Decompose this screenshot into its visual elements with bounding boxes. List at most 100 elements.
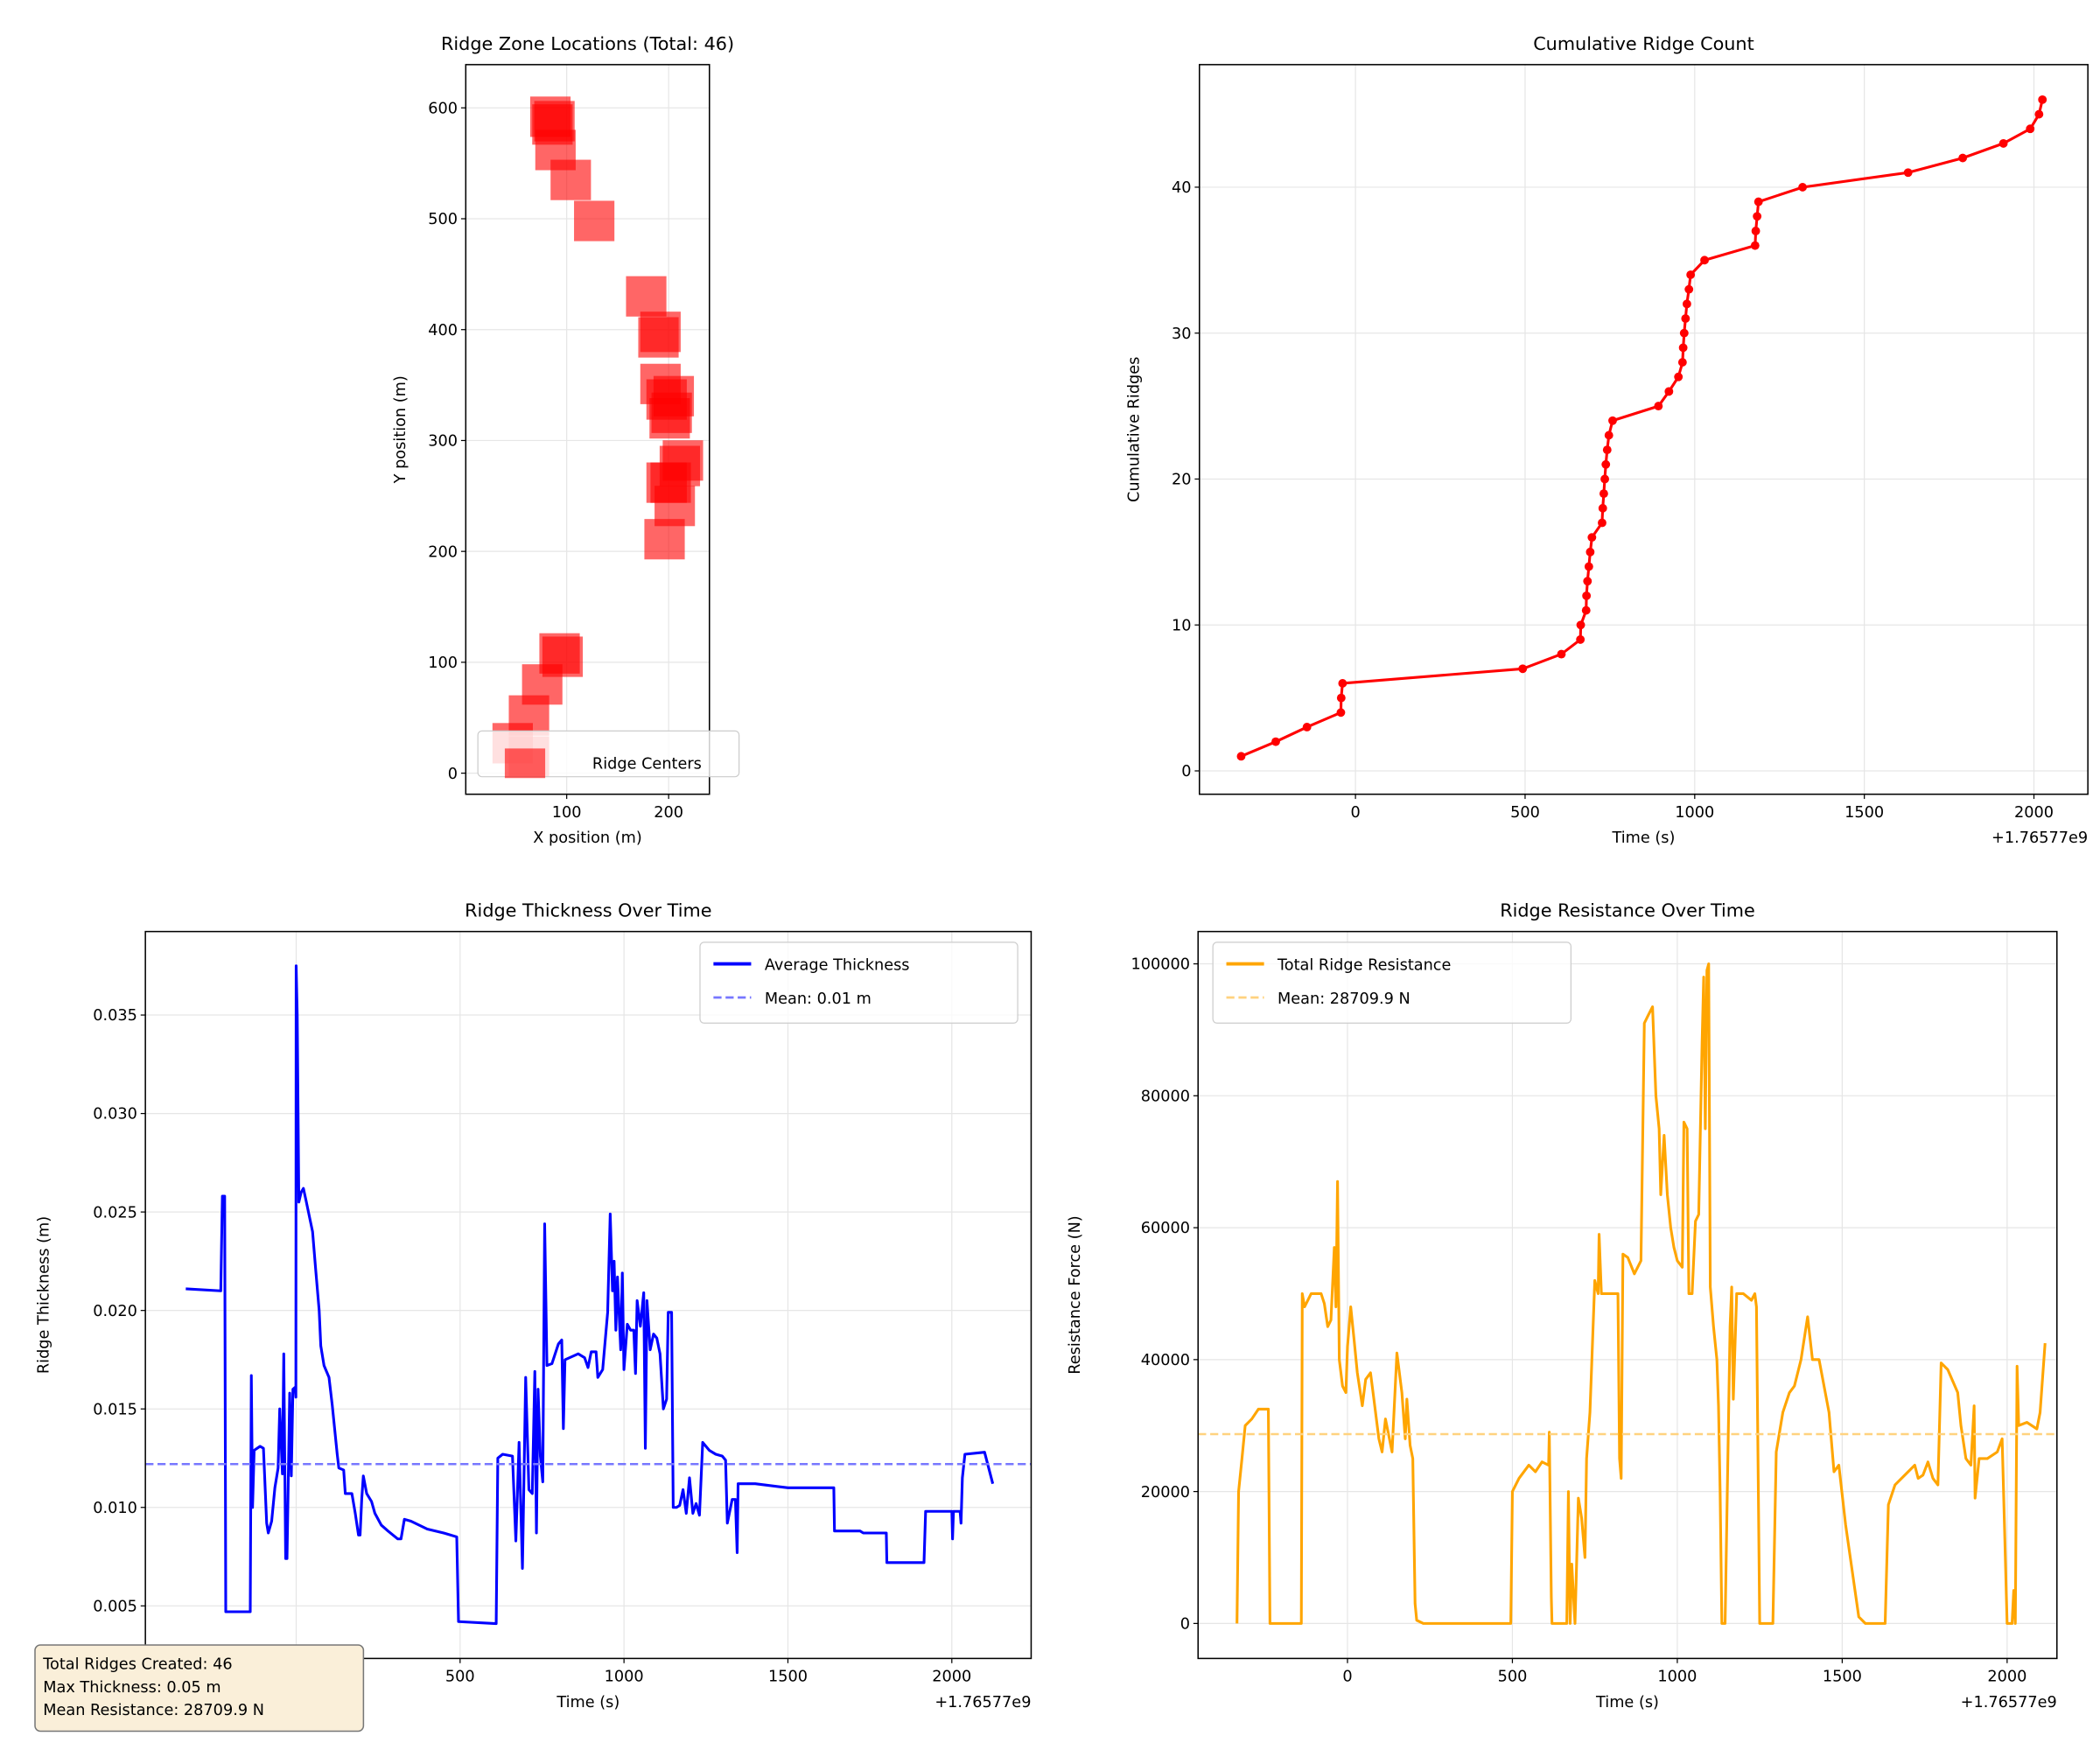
y-tick-label: 0.030 <box>93 1106 137 1124</box>
chart-0: 100 200 0 100 200 300 400 500 600 Ridge Zone Loca… <box>392 33 740 847</box>
x-tick-label: 0 <box>1342 1669 1352 1686</box>
data-point <box>1336 708 1346 718</box>
data-point <box>1608 416 1617 425</box>
data-point <box>1587 533 1597 542</box>
data-point <box>1599 489 1608 499</box>
data-point <box>1750 241 1760 250</box>
y-tick-label: 40000 <box>1141 1352 1190 1369</box>
data-point <box>1754 197 1763 206</box>
data-point <box>1654 402 1663 411</box>
x-tick-label: 200 <box>654 804 683 822</box>
plot-area <box>492 96 704 777</box>
y-tick-label: 0.025 <box>93 1204 137 1222</box>
ridge-center-point <box>644 519 685 560</box>
y-tick-label: 0.010 <box>93 1500 137 1517</box>
plot-area <box>1198 962 2057 1625</box>
y-tick-label: 400 <box>428 322 458 340</box>
chart-title: Cumulative Ridge Count <box>1533 33 1754 54</box>
chart-3: 0 500 1000 1500 2000020000400006000080000100… <box>1067 900 2058 1712</box>
axes-frame <box>144 930 1032 1660</box>
ridge-center-point <box>626 276 667 317</box>
chart-title: Ridge Thickness Over Time <box>465 900 711 921</box>
x-tick-label: 500 <box>445 1669 475 1686</box>
data-point <box>1598 503 1607 513</box>
data-point <box>1677 358 1687 367</box>
y-tick-label: 500 <box>428 211 458 228</box>
y-tick-label: 20000 <box>1141 1484 1190 1502</box>
ridge-center-point <box>640 312 681 353</box>
data-point <box>1271 737 1280 746</box>
x-tick-label: 2000 <box>932 1669 971 1686</box>
y-tick-label: 300 <box>428 433 458 451</box>
y-tick-label: 80000 <box>1141 1088 1190 1105</box>
legend-box <box>1212 942 1572 1024</box>
chart-title: Ridge Resistance Over Time <box>1500 900 1755 921</box>
y-tick-label: 40 <box>1172 179 1192 197</box>
data-point <box>1600 474 1609 484</box>
data-point <box>1598 518 1606 528</box>
legend: Ridge Centers <box>477 730 740 779</box>
y-tick-label: 0.015 <box>93 1401 137 1418</box>
data-point <box>1679 328 1689 338</box>
data-point <box>1576 620 1586 630</box>
y-axis-label: Cumulative Ridges <box>1126 357 1144 502</box>
data-point <box>1681 314 1690 323</box>
data-point <box>1586 547 1595 556</box>
data-point <box>1557 649 1566 659</box>
x-tick-label: 1500 <box>1823 1669 1862 1686</box>
data-point <box>2038 94 2048 104</box>
y-tick-label: 0 <box>448 766 458 783</box>
plot-area <box>145 964 1032 1626</box>
y-tick-label: 100 <box>428 654 458 672</box>
legend-label: Mean: 0.01 m <box>765 990 872 1008</box>
ridge-center-point <box>574 200 615 242</box>
data-point <box>1686 270 1696 279</box>
series-line <box>1240 99 2044 758</box>
data-point <box>1682 299 1691 309</box>
x-tick-label: 500 <box>1498 1669 1528 1686</box>
legend-box <box>699 942 1018 1024</box>
summary-line: Mean Resistance: 28709.9 N <box>43 1702 264 1719</box>
data-point <box>1753 212 1762 221</box>
y-tick-label: 30 <box>1172 326 1192 343</box>
y-tick-label: 60000 <box>1141 1220 1190 1237</box>
data-point <box>1674 372 1684 382</box>
y-tick-label: 0.020 <box>93 1303 137 1320</box>
legend: Total Ridge Resistance Mean: 28709.9 N <box>1212 942 1572 1024</box>
data-point <box>1584 562 1593 571</box>
x-offset-label: +1.76577e9 <box>934 1694 1031 1712</box>
y-tick-label: 200 <box>428 543 458 561</box>
x-tick-label: 100 <box>552 804 582 822</box>
y-tick-label: 0.005 <box>93 1598 137 1615</box>
data-point <box>1684 284 1694 294</box>
legend-label: Total Ridge Resistance <box>1277 956 1451 974</box>
data-point <box>1583 577 1592 586</box>
x-tick-label: 1500 <box>1844 804 1884 822</box>
ridge-center-point <box>550 159 592 200</box>
x-tick-label: 1000 <box>605 1669 644 1686</box>
summary-line: Max Thickness: 0.05 m <box>43 1679 220 1697</box>
y-tick-label: 20 <box>1172 472 1192 489</box>
data-point <box>1602 445 1612 455</box>
data-point <box>2034 109 2044 119</box>
x-tick-label: 2000 <box>2014 804 2054 822</box>
x-tick-label: 1500 <box>768 1669 808 1686</box>
data-point <box>1338 679 1348 688</box>
x-tick-label: 1000 <box>1675 804 1714 822</box>
data-point <box>1601 459 1611 469</box>
data-point <box>1798 183 1808 192</box>
y-axis-label: Y position (m) <box>392 375 410 484</box>
y-tick-label: 10 <box>1172 617 1192 634</box>
x-offset-label: +1.76577e9 <box>1961 1694 2057 1712</box>
y-tick-label: 0.035 <box>93 1007 137 1025</box>
axes-frame <box>465 64 710 795</box>
x-axis-label: X position (m) <box>533 830 641 847</box>
plot-area <box>1236 94 2048 761</box>
x-axis-label: Time (s) <box>1611 830 1675 847</box>
data-point <box>1958 153 1968 163</box>
chart-2: 05001000150020000.0050.0100.0150.0200.02… <box>35 900 1032 1712</box>
data-point <box>1336 693 1346 703</box>
data-point <box>1751 227 1760 235</box>
data-point <box>2026 124 2035 134</box>
x-axis-label: Time (s) <box>1595 1694 1659 1712</box>
